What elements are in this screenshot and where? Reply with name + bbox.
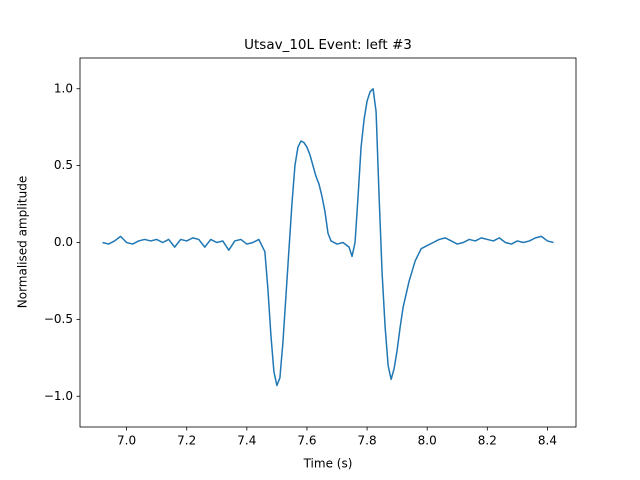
x-tick-label: 7.0 <box>117 434 136 448</box>
x-tick-label: 8.2 <box>478 434 497 448</box>
x-tick-label: 7.8 <box>358 434 377 448</box>
y-tick-label: 0.0 <box>54 235 73 249</box>
x-tick-label: 8.4 <box>538 434 557 448</box>
y-axis-label: Normalised amplitude <box>16 176 30 308</box>
x-tick-label: 7.4 <box>237 434 256 448</box>
x-tick-label: 7.2 <box>177 434 196 448</box>
x-tick-label: 8.0 <box>418 434 437 448</box>
y-tick-label: 0.5 <box>54 158 73 172</box>
y-tick-label: 1.0 <box>54 81 73 95</box>
y-tick-label: −1.0 <box>44 389 73 403</box>
y-tick-label: −0.5 <box>44 312 73 326</box>
chart-title: Utsav_10L Event: left #3 <box>244 37 412 53</box>
x-axis-label: Time (s) <box>303 457 353 471</box>
data-line <box>102 88 554 387</box>
plot-frame <box>79 57 577 428</box>
x-tick-label: 7.6 <box>297 434 316 448</box>
